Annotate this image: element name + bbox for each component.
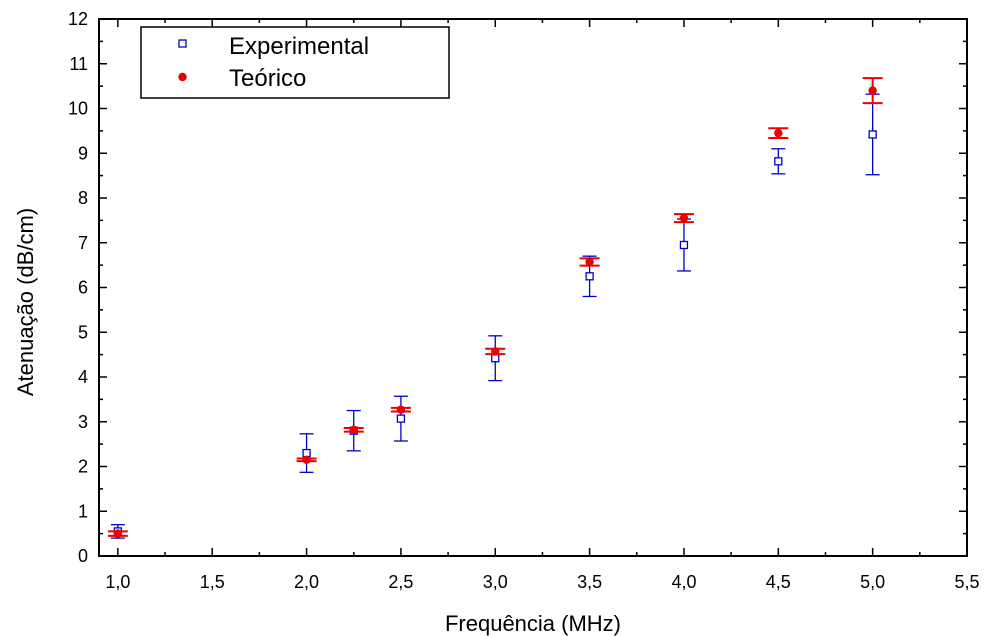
legend-marker-experimental (178, 39, 187, 48)
series-teorico (107, 77, 883, 538)
x-tick-label: 2,5 (388, 572, 413, 592)
experimental-point (585, 272, 594, 281)
plot-frame (98, 18, 968, 557)
y-tick-label: 12 (68, 9, 88, 29)
y-tick-label: 9 (78, 143, 88, 163)
teorico-point (868, 86, 877, 95)
y-tick-label: 7 (78, 233, 88, 253)
x-tick-label: 4,5 (766, 572, 791, 592)
y-tick-label: 5 (78, 322, 88, 342)
x-tick-label: 2,0 (294, 572, 319, 592)
legend-marker-teorico (178, 72, 187, 82)
experimental-point (679, 240, 689, 250)
legend: Experimental Teórico (140, 26, 450, 99)
x-tick-label: 5,5 (954, 572, 979, 592)
x-tick-label: 4,0 (671, 572, 696, 592)
teorico-point (774, 128, 783, 138)
teorico-point (679, 213, 689, 223)
y-tick-label: 10 (68, 99, 88, 119)
teorico-point (396, 405, 406, 414)
x-tick-label: 3,0 (483, 572, 508, 592)
x-tick-label: 1,0 (105, 572, 130, 592)
legend-label-teorico: Teórico (229, 65, 306, 92)
x-tick-label: 3,5 (577, 572, 602, 592)
experimental-point (774, 157, 783, 166)
axis-ticks (99, 18, 968, 557)
y-tick-label: 2 (78, 457, 88, 477)
teorico-point (349, 425, 358, 435)
y-tick-label: 1 (78, 501, 88, 521)
legend-label-experimental: Experimental (229, 33, 369, 60)
y-tick-label: 0 (78, 546, 88, 566)
teorico-point (302, 455, 311, 464)
y-tick-label: 4 (78, 367, 88, 387)
y-tick-label: 8 (78, 188, 88, 208)
experimental-point (491, 354, 500, 363)
x-tick-label: 5,0 (860, 572, 885, 592)
x-tick-labels: 1,0 1,5 2,0 2,5 3,0 3,5 4,0 4,5 5,0 5,5 (105, 572, 979, 592)
teorico-point (491, 347, 500, 356)
y-axis-label: Atenuação (dB/cm) (13, 208, 38, 396)
experimental-point (302, 448, 311, 458)
series-experimental (110, 93, 880, 539)
y-tick-label: 3 (78, 412, 88, 432)
teorico-point (113, 529, 123, 538)
experimental-point (396, 414, 406, 423)
x-tick-label: 1,5 (200, 572, 225, 592)
y-tick-label: 6 (78, 278, 88, 298)
legend-box (140, 26, 450, 99)
y-tick-label: 11 (69, 54, 88, 74)
teorico-point (585, 257, 594, 267)
experimental-point (868, 130, 877, 139)
x-axis-label: Frequência (MHz) (445, 611, 621, 636)
